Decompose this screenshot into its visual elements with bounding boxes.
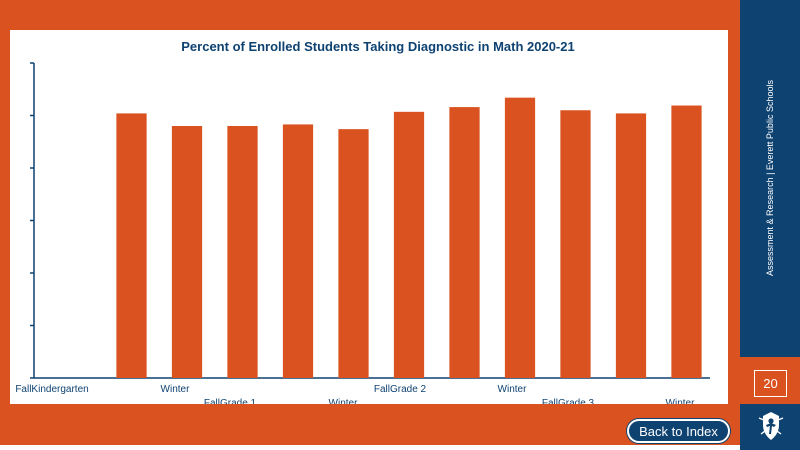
page-number-area: 20 [740, 357, 800, 404]
chart-bar [615, 113, 647, 379]
chart-bar [671, 105, 702, 379]
chart-title: Percent of Enrolled Students Taking Diag… [181, 39, 574, 54]
district-logo-icon [758, 412, 784, 440]
chart-bar [560, 110, 591, 378]
chart-bar [393, 111, 425, 378]
sidebar-org-text: Assessment & Research | Everett Public S… [765, 80, 775, 276]
x-tick-label: Winter [161, 384, 191, 395]
chart-bar [449, 107, 480, 378]
back-to-index-button[interactable]: Back to Index [627, 419, 730, 443]
chart-panel: Percent of Enrolled Students Taking Diag… [10, 30, 728, 404]
page-number: 20 [754, 370, 787, 397]
x-tick-label: Winter [666, 398, 696, 404]
sidebar-panel [740, 0, 800, 357]
x-tick-label: FallGrade 3 [542, 398, 595, 404]
chart-bar [171, 126, 203, 378]
x-tick-label: FallGrade 2 [374, 384, 427, 395]
chart-x-labels: FallKindergarten Winter FallGrade 1 Winter F… [15, 384, 695, 404]
chart-bar [227, 126, 258, 378]
chart-bars [116, 97, 702, 379]
chart-bar [282, 124, 314, 378]
x-tick-label: Winter [329, 398, 359, 404]
x-tick-label: FallGrade 1 [204, 398, 257, 404]
x-tick-label: FallKindergarten [15, 384, 88, 395]
chart: Percent of Enrolled Students Taking Diag… [15, 39, 710, 404]
chart-bar [504, 97, 536, 379]
chart-bar [338, 129, 369, 378]
logo-area [740, 404, 800, 450]
chart-bar [116, 113, 147, 379]
chart-axes [30, 62, 710, 379]
x-tick-label: Winter [498, 384, 528, 395]
